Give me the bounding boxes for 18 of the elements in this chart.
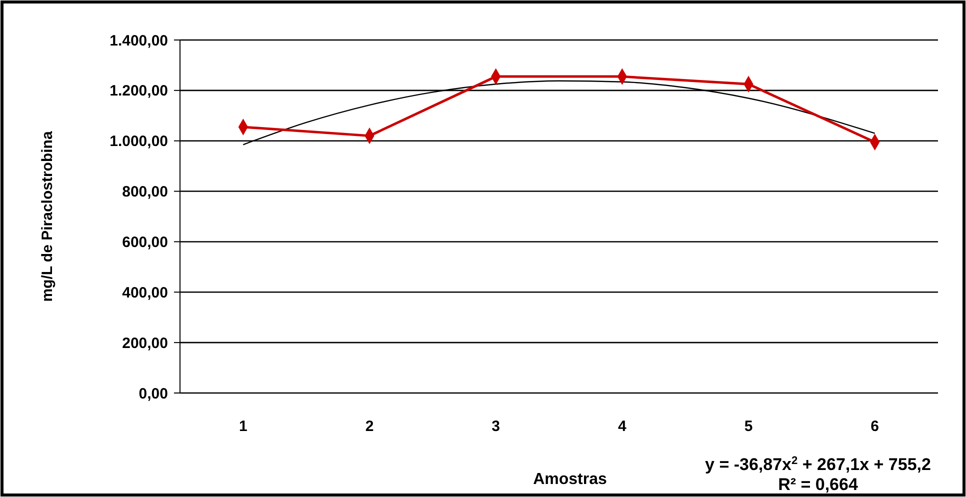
y-tick-label: 1.200,00 <box>110 82 168 100</box>
y-tick-label: 400,00 <box>122 284 168 302</box>
text: R² = 0,664 <box>778 475 858 494</box>
x-tick-label: 6 <box>870 418 880 435</box>
y-tick-label: 600,00 <box>122 234 168 251</box>
y-tick-label: 1.400,00 <box>110 32 168 50</box>
text: y = -36,87x$^{2}$ + 267,1x + 755,2 <box>705 455 931 474</box>
x-tick-label: 3 <box>492 418 500 435</box>
y-tick-label: 800,00 <box>122 184 168 201</box>
y-tick-label: 0,00 <box>138 385 168 402</box>
x-tick-label: 5 <box>744 418 753 435</box>
x-axis-title: Amostras <box>533 471 607 488</box>
x-tick-label: 4 <box>618 418 627 435</box>
x-tick-label: 1 <box>238 418 248 435</box>
x-tick-label: 2 <box>365 418 374 435</box>
y-tick-label: 200,00 <box>122 334 168 352</box>
y-tick-label: 1.000,00 <box>110 133 168 150</box>
y-axis-title: mg/L de Piraclostrobina <box>39 130 56 302</box>
